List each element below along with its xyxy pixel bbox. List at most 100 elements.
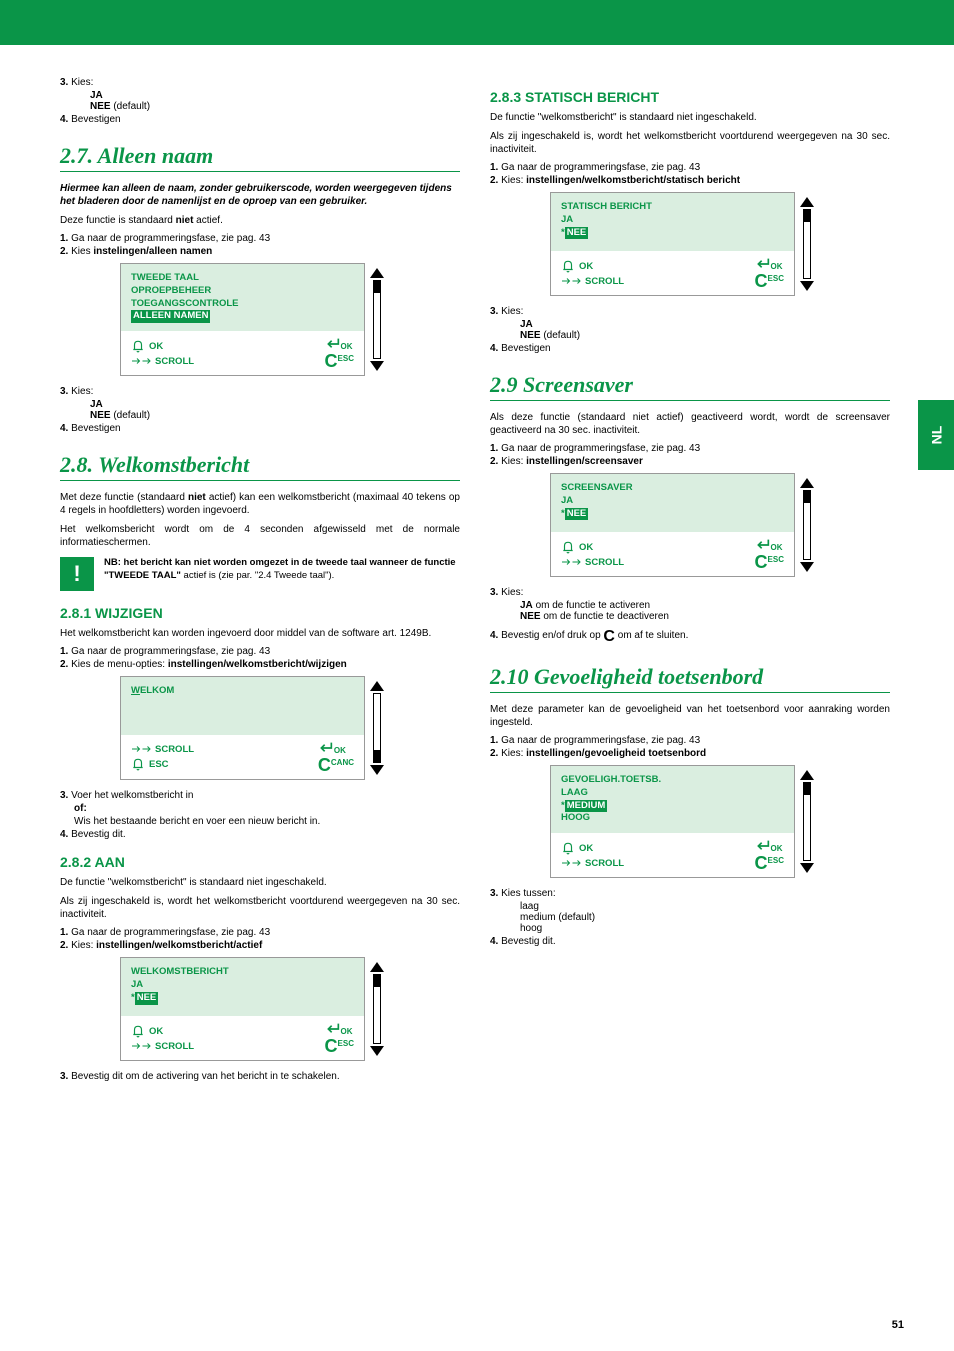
paragraph: Als zij ingeschakeld is, wordt het welko… (60, 895, 460, 921)
heading-2-9: 2.9 Screensaver (490, 372, 890, 401)
lcd-display: TWEEDE TAAL OPROEPBEHEER TOEGANGSCONTROL… (120, 263, 365, 376)
heading-2-8: 2.8. Welkomstbericht (60, 452, 460, 481)
key-label: OK (341, 342, 353, 351)
step: 1. Ga naar de programmeringsfase, zie pa… (60, 927, 460, 938)
top-bar (0, 0, 954, 45)
c-key-icon: C (755, 856, 768, 870)
paragraph: Met deze parameter kan de gevoeligheid v… (490, 703, 890, 729)
key-label: ESC (338, 1039, 354, 1048)
c-key-icon: C (318, 758, 331, 772)
display-top: WELKOM (121, 677, 364, 735)
paragraph: Het welkomsbericht wordt om de 4 seconde… (60, 523, 460, 549)
display-line: *NEE (561, 227, 784, 240)
right-keys: OK CESC (755, 257, 784, 288)
scrollbar (370, 962, 384, 1056)
key-label: ESC (768, 274, 784, 283)
step: 3. Kies: (490, 587, 890, 598)
display-line: ELKOM (140, 685, 174, 696)
step: 4. Bevestig dit. (60, 829, 460, 840)
key-label: OK (771, 262, 783, 271)
content: 3. Kies: JA NEE (default) 4. Bevestigen … (0, 45, 954, 1084)
bell-icon (131, 1024, 145, 1038)
key-label: SCROLL (585, 276, 624, 287)
heading-2-7: 2.7. Alleen naam (60, 143, 460, 172)
option: of: (74, 803, 460, 814)
display-line: WELKOMSTBERICHT (131, 966, 354, 979)
key-label: OK (579, 542, 593, 553)
scroll-arrows-icon (561, 556, 581, 568)
scrollbar (370, 681, 384, 775)
option: JA (90, 399, 460, 410)
paragraph: Het welkomstbericht kan worden ingevoerd… (60, 627, 460, 640)
c-key-icon: C (325, 354, 338, 368)
display-line: TOEGANGSCONTROLE (131, 298, 354, 311)
option: NEE om de functie te deactiveren (520, 611, 890, 622)
step: 3. Kies: (490, 306, 890, 317)
key-label: ESC (338, 354, 354, 363)
option: NEE (default) (520, 330, 890, 341)
right-keys: OK CESC (325, 1022, 354, 1053)
display-line: GEVOELIGH.TOETSB. (561, 774, 784, 787)
language-tab: NL (918, 400, 954, 470)
display-line: SCREENSAVER (561, 482, 784, 495)
option: Wis het bestaande bericht en voer een ni… (74, 816, 460, 827)
display-line: *MEDIUM (561, 800, 784, 813)
language-tab-label: NL (928, 426, 944, 445)
key-label: OK (149, 341, 163, 352)
right-keys: OK CESC (755, 538, 784, 569)
key-label: SCROLL (155, 744, 194, 755)
step: 3. Kies tussen: (490, 888, 890, 899)
step: 3. Bevestig dit om de activering van het… (60, 1071, 460, 1082)
right-keys: OK CCANC (318, 741, 354, 772)
key-label: OK (341, 1027, 353, 1036)
lcd-display: WELKOM SCROLL ESC OK CCANC (120, 676, 365, 780)
display-line: JA (561, 214, 784, 227)
lcd-display: GEVOELIGH.TOETSB. LAAG *MEDIUM HOOG OK S… (550, 765, 795, 878)
option: JA om de functie te activeren (520, 600, 890, 611)
scroll-arrows-icon (131, 355, 151, 367)
display-line: STATISCH BERICHT (561, 201, 784, 214)
key-label: ESC (149, 759, 169, 770)
display-line: JA (131, 979, 354, 992)
step: 2. Kies instelingen/alleen namen (60, 246, 460, 257)
display-line: HOOG (561, 812, 784, 825)
paragraph: De functie "welkomstbericht" is standaar… (60, 876, 460, 889)
option: medium (default) (520, 912, 890, 923)
option: NEE (default) (90, 410, 460, 421)
lcd-display: SCREENSAVER JA *NEE OK SCROLL OK CESC (550, 473, 795, 577)
display-bottom: OK SCROLL OK CESC (551, 833, 794, 877)
scrollbar (800, 197, 814, 291)
display-bottom: SCROLL ESC OK CCANC (121, 735, 364, 779)
scroll-arrows-icon (561, 857, 581, 869)
display-top: TWEEDE TAAL OPROEPBEHEER TOEGANGSCONTROL… (121, 264, 364, 331)
key-label: OK (579, 261, 593, 272)
paragraph: De functie "welkomstbericht" is standaar… (490, 111, 890, 124)
right-keys: OK CESC (325, 337, 354, 368)
paragraph: Als deze functie (standaard niet actief)… (490, 411, 890, 437)
bell-icon (131, 757, 145, 771)
display-bottom: OK SCROLL OK CESC (551, 532, 794, 576)
key-label: ESC (768, 856, 784, 865)
scrollbar (800, 770, 814, 873)
scroll-arrows-icon (561, 275, 581, 287)
step: 4. Bevestig dit. (490, 936, 890, 947)
bell-icon (561, 841, 575, 855)
option: hoog (520, 923, 890, 934)
right-column: 2.8.3 STATISCH BERICHT De functie "welko… (490, 75, 890, 1084)
warning-icon: ! (60, 557, 94, 591)
display-line-selected: NEE (565, 508, 589, 521)
display-line-selected: ALLEEN NAMEN (131, 310, 210, 323)
display-line-selected: MEDIUM (565, 800, 608, 813)
key-label: OK (579, 843, 593, 854)
step: 2. Kies: instellingen/welkomstbericht/ac… (60, 940, 460, 951)
step: 4. Bevestig en/of druk op C om af te slu… (490, 628, 890, 646)
key-label: SCROLL (585, 557, 624, 568)
display-top: WELKOMSTBERICHT JA *NEE (121, 958, 364, 1016)
warning-block: ! NB: het bericht kan niet worden omgeze… (60, 557, 460, 591)
step: 2. Kies: instellingen/welkomstbericht/st… (490, 175, 890, 186)
display-line: TWEEDE TAAL (131, 272, 354, 285)
option: NEE (default) (90, 101, 460, 112)
option: JA (520, 319, 890, 330)
step: 3. Kies: (60, 77, 460, 88)
heading-2-8-1: 2.8.1 WIJZIGEN (60, 605, 460, 621)
